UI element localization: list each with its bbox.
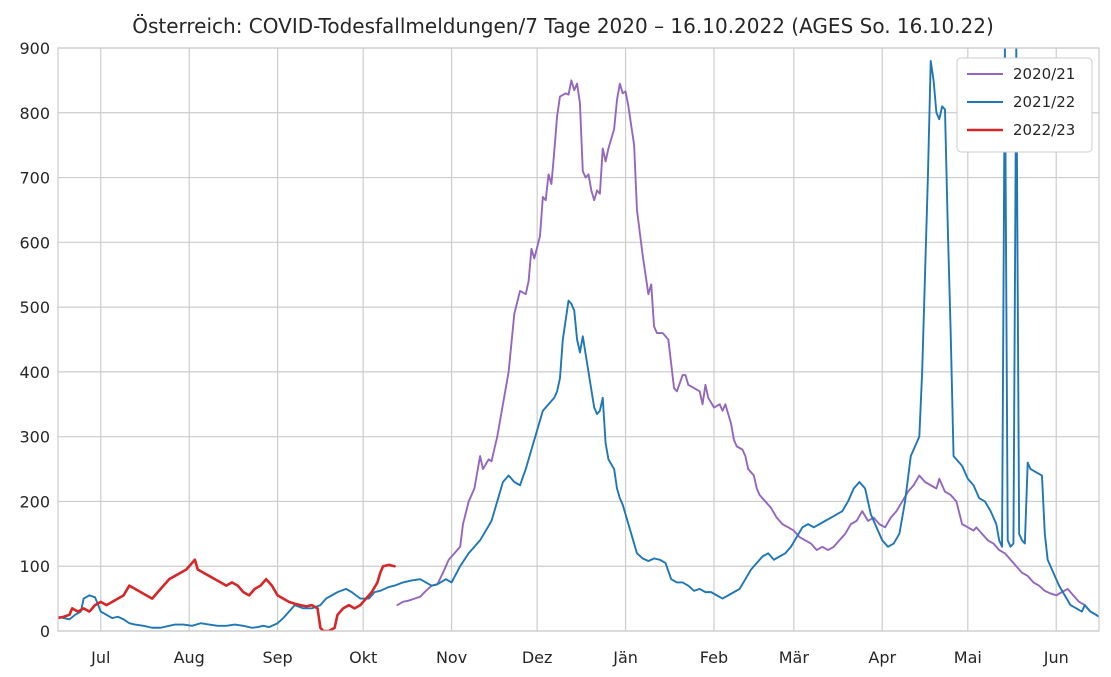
x-tick-label: Mai (954, 648, 982, 667)
x-tick-label: Feb (700, 648, 728, 667)
x-tick: Feb (700, 648, 728, 667)
y-tick-label: 800 (19, 104, 50, 123)
x-tick-label: Dez (522, 648, 553, 667)
x-tick: Jul (90, 648, 110, 667)
y-tick: 500 (19, 298, 50, 317)
y-tick-label: 900 (19, 39, 50, 58)
chart-title: Österreich: COVID-Todesfallmeldungen/7 T… (132, 14, 994, 38)
y-tick-label: 200 (19, 492, 50, 511)
y-tick-label: 0 (40, 622, 50, 641)
x-tick-label: Okt (349, 648, 377, 667)
y-tick: 0 (40, 622, 50, 641)
y-tick: 900 (19, 39, 50, 58)
x-tick: Jän (612, 648, 638, 667)
legend-box (956, 57, 1093, 153)
series-line-2022-23 (58, 558, 396, 631)
legend-label: 2020/21 (1013, 65, 1075, 83)
x-tick-label: Aug (174, 648, 205, 667)
series-line-2020-21 (396, 79, 1099, 618)
legend-item: 2020/21 (967, 65, 1075, 83)
x-tick: Nov (436, 648, 467, 667)
y-tick: 100 (19, 557, 50, 576)
x-tick-label: Nov (436, 648, 467, 667)
x-tick-label: Sep (263, 648, 293, 667)
plot-frame (57, 47, 1100, 632)
y-tick-label: 600 (19, 233, 50, 252)
series-lines (58, 48, 1099, 631)
legend-item: 2021/22 (967, 93, 1075, 111)
x-tick: Mai (954, 648, 982, 667)
x-tick-label: Apr (868, 648, 896, 667)
y-tick: 300 (19, 428, 50, 447)
y-tick-label: 700 (19, 169, 50, 188)
legend-item: 2022/23 (967, 121, 1075, 139)
x-tick: Okt (349, 648, 377, 667)
x-tick: Jun (1043, 648, 1069, 667)
x-tick-label: Mär (779, 648, 810, 667)
legend-label: 2021/22 (1013, 93, 1075, 111)
x-tick: Dez (522, 648, 553, 667)
y-tick-label: 300 (19, 428, 50, 447)
x-tick-label: Jul (90, 648, 110, 667)
legend-label: 2022/23 (1013, 121, 1075, 139)
x-tick: Sep (263, 648, 293, 667)
x-tick: Apr (868, 648, 896, 667)
x-tick-label: Jän (612, 648, 638, 667)
x-tick: Aug (174, 648, 205, 667)
series-line-2021-22 (58, 48, 1099, 629)
y-tick-label: 500 (19, 298, 50, 317)
x-tick: Mär (779, 648, 810, 667)
x-tick-label: Jun (1043, 648, 1069, 667)
y-tick-label: 100 (19, 557, 50, 576)
y-tick: 200 (19, 492, 50, 511)
legend: 2020/21 2021/22 2022/23 (956, 57, 1093, 153)
y-tick-label: 400 (19, 363, 50, 382)
y-tick: 700 (19, 169, 50, 188)
y-tick: 800 (19, 104, 50, 123)
y-tick: 400 (19, 363, 50, 382)
plot-area (58, 48, 1099, 631)
y-tick: 600 (19, 233, 50, 252)
axis-ticks: 0 100 200 300 400 500 600 700 800 900 Jul Aug Sep Okt… (19, 39, 1068, 667)
